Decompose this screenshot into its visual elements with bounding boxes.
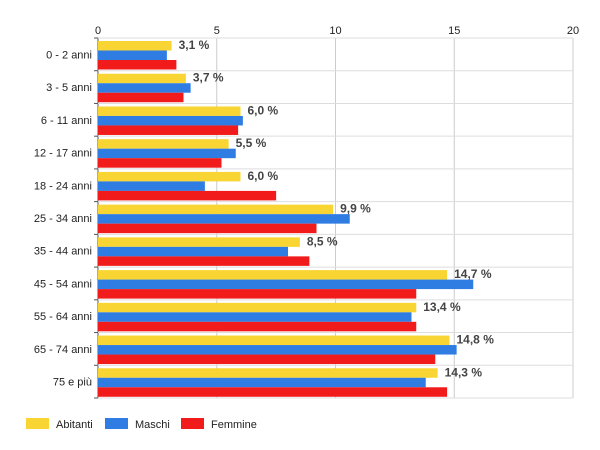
bar-abitanti xyxy=(98,335,450,346)
x-tick-label: 10 xyxy=(329,25,341,37)
category-label: 3 - 5 anni xyxy=(46,82,92,94)
category-label: 75 e più xyxy=(53,377,92,389)
category-label: 0 - 2 anni xyxy=(46,49,92,61)
bar-abitanti xyxy=(98,368,438,378)
bar-femmine xyxy=(98,125,239,135)
bar-abitanti xyxy=(98,237,300,247)
x-tick-label: 5 xyxy=(214,25,220,37)
bar-abitanti xyxy=(98,302,417,313)
data-label: 8,5 % xyxy=(307,234,338,248)
data-label: 6,0 % xyxy=(248,103,279,117)
legend-label: Maschi xyxy=(135,419,170,431)
bar-femmine xyxy=(98,158,222,168)
data-label: 3,1 % xyxy=(179,38,210,52)
category-label: 6 - 11 anni xyxy=(41,115,92,127)
bar-abitanti xyxy=(98,171,241,182)
data-label: 14,3 % xyxy=(445,365,483,379)
bar-femmine xyxy=(98,223,317,234)
legend: Abitanti Maschi Femmine xyxy=(26,418,257,431)
bar-femmine xyxy=(98,387,448,397)
bar-abitanti xyxy=(98,139,229,149)
bar-maschi xyxy=(98,50,167,60)
bar-maschi xyxy=(98,279,474,290)
category-label: 55 - 64 anni xyxy=(34,311,92,323)
bar-maschi xyxy=(98,148,236,159)
category-label: 25 - 34 anni xyxy=(34,213,92,225)
bar-femmine xyxy=(98,321,417,332)
x-tick-label: 0 xyxy=(95,25,101,37)
legend-swatch-abitanti xyxy=(26,418,49,429)
bar-abitanti xyxy=(98,270,448,280)
bar-maschi xyxy=(98,312,412,322)
bar-abitanti xyxy=(98,41,172,51)
x-tick-label: 15 xyxy=(448,25,460,37)
bar-abitanti xyxy=(98,73,186,84)
bar-abitanti xyxy=(98,106,241,116)
category-label: 12 - 17 anni xyxy=(34,148,92,160)
bar-maschi xyxy=(98,83,191,93)
legend-label: Abitanti xyxy=(56,419,93,431)
category-label: 35 - 44 anni xyxy=(34,246,92,258)
grid-lines xyxy=(94,37,574,399)
data-labels: 3,1 % 3,7 % 6,0 % 5,5 % 6,0 % 9,9 % 8,5 % 14,7 … xyxy=(179,38,495,379)
bar-femmine xyxy=(98,289,417,299)
bar-maschi xyxy=(98,181,205,191)
bar-maschi xyxy=(98,214,350,224)
bars xyxy=(98,41,474,397)
bar-femmine xyxy=(98,60,177,70)
category-label: 65 - 74 anni xyxy=(34,344,92,356)
data-label: 6,0 % xyxy=(248,169,279,183)
bar-femmine xyxy=(98,256,310,266)
category-label: 45 - 54 anni xyxy=(34,278,92,290)
data-label: 3,7 % xyxy=(193,71,224,85)
legend-swatch-maschi xyxy=(105,418,128,429)
bar-abitanti xyxy=(98,204,334,215)
legend-label: Femmine xyxy=(211,419,257,431)
data-label: 5,5 % xyxy=(236,136,267,150)
bar-maschi xyxy=(98,115,243,126)
x-tick-label: 20 xyxy=(567,25,579,37)
bar-femmine xyxy=(98,354,436,365)
bar-maschi xyxy=(98,377,426,388)
bar-femmine xyxy=(98,190,277,201)
bar-maschi xyxy=(98,246,288,257)
bar-maschi xyxy=(98,345,457,355)
data-label: 9,9 % xyxy=(340,202,371,216)
legend-swatch-femmine xyxy=(181,418,204,429)
data-label: 13,4 % xyxy=(423,300,461,314)
category-label: 18 - 24 anni xyxy=(34,180,92,192)
bar-femmine xyxy=(98,92,184,103)
data-label: 14,7 % xyxy=(454,267,492,281)
data-label: 14,8 % xyxy=(457,333,495,347)
x-axis-ticks: 0 5 10 15 20 xyxy=(95,25,579,37)
category-labels: 0 - 2 anni 3 - 5 anni 6 - 11 anni 12 - 17 a… xyxy=(34,49,92,388)
